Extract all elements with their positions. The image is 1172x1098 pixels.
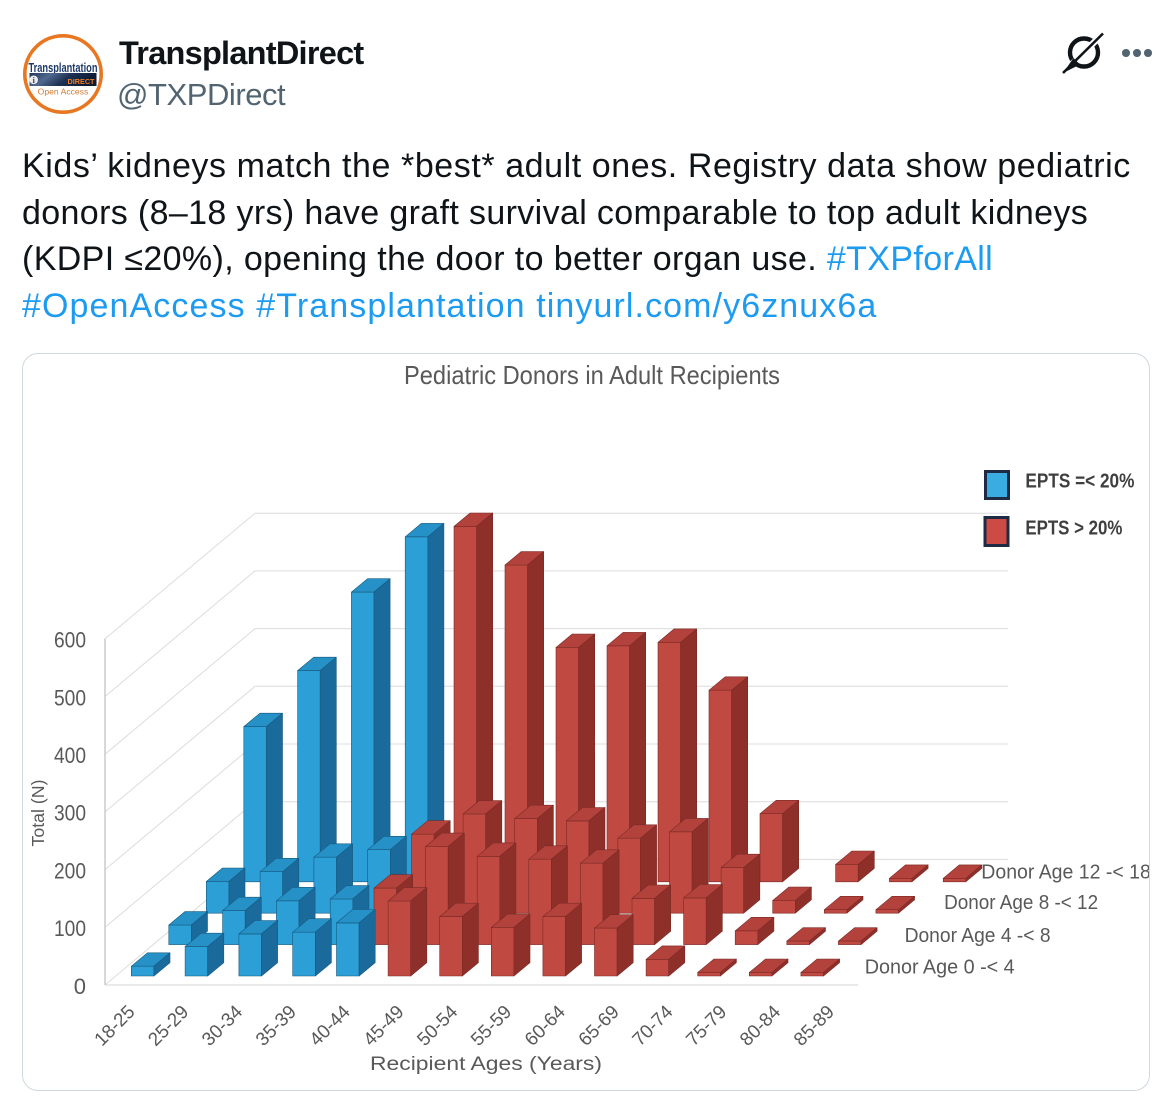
svg-text:Pediatric Donors in Adult Reci: Pediatric Donors in Adult Recipients: [404, 360, 780, 390]
svg-text:Total (N): Total (N): [28, 780, 48, 847]
svg-text:i: i: [33, 76, 36, 85]
svg-text:30-34: 30-34: [198, 1001, 247, 1050]
svg-text:300: 300: [54, 801, 86, 826]
svg-text:EPTS =< 20%: EPTS =< 20%: [1025, 471, 1134, 493]
svg-text:35-39: 35-39: [252, 1002, 301, 1051]
svg-text:50-54: 50-54: [413, 1001, 462, 1050]
svg-text:EPTS > 20%: EPTS > 20%: [1025, 518, 1122, 540]
svg-text:Recipient Ages (Years): Recipient Ages (Years): [370, 1054, 602, 1075]
svg-text:Donor Age 4 -< 8: Donor Age 4 -< 8: [905, 925, 1051, 947]
svg-text:Transplantation: Transplantation: [29, 61, 98, 75]
svg-text:75-79: 75-79: [682, 1002, 731, 1051]
svg-text:400: 400: [54, 743, 86, 768]
svg-text:55-59: 55-59: [467, 1002, 516, 1051]
svg-text:85-89: 85-89: [790, 1002, 839, 1051]
svg-text:25-29: 25-29: [144, 1002, 193, 1051]
svg-text:600: 600: [54, 628, 86, 653]
svg-text:DIRECT: DIRECT: [68, 77, 96, 86]
svg-text:100: 100: [54, 916, 86, 941]
svg-text:80-84: 80-84: [736, 1001, 785, 1050]
svg-text:500: 500: [54, 685, 86, 710]
svg-text:45-49: 45-49: [360, 1002, 409, 1051]
svg-text:70-74: 70-74: [629, 1001, 678, 1050]
svg-text:Open Access: Open Access: [38, 87, 89, 97]
svg-text:40-44: 40-44: [306, 1001, 355, 1050]
svg-text:200: 200: [54, 858, 86, 883]
svg-text:18-25: 18-25: [91, 1002, 140, 1051]
svg-text:65-69: 65-69: [575, 1002, 624, 1051]
svg-text:60-64: 60-64: [521, 1001, 570, 1050]
svg-text:0: 0: [74, 974, 86, 999]
svg-text:Donor Age 0 -< 4: Donor Age 0 -< 4: [865, 957, 1015, 979]
svg-text:Donor Age 8 -< 12: Donor Age 8 -< 12: [944, 892, 1098, 914]
svg-text:Donor Age 12 -< 18: Donor Age 12 -< 18: [981, 862, 1149, 884]
